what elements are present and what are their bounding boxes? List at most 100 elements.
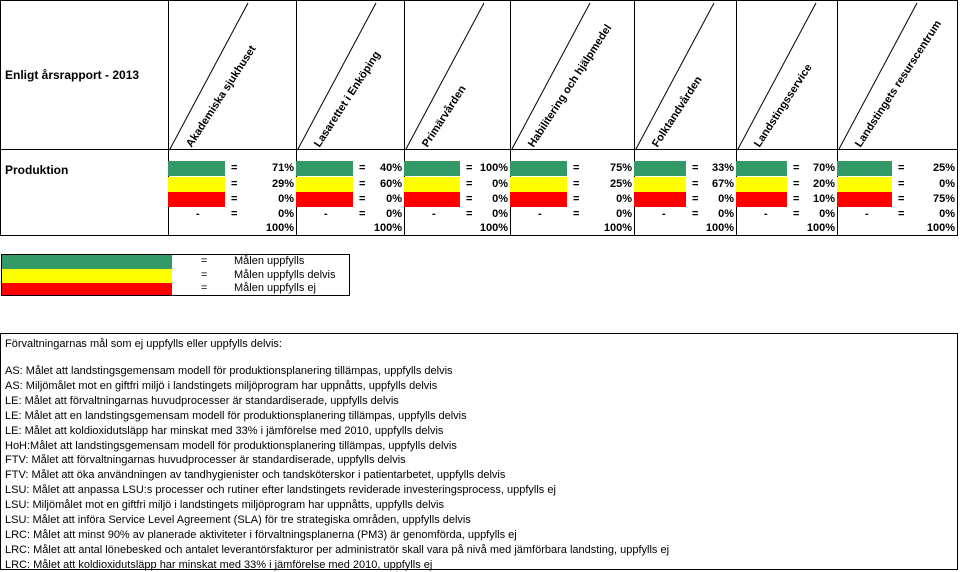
column-divider — [404, 1, 405, 235]
legend-swatch-green — [2, 255, 172, 269]
column-divider — [634, 1, 635, 235]
note-item: FTV: Målet att öka användningen av tandh… — [5, 469, 506, 482]
green-percent: 40% — [379, 162, 402, 174]
status-table: Enligt årsrapport - 2013 Produktion Akad… — [0, 0, 958, 236]
red-swatch — [510, 192, 567, 207]
dash-cell: - — [865, 208, 869, 220]
equals-sign: = — [692, 193, 699, 205]
legend-label-uppfylls: Målen uppfylls — [234, 255, 305, 267]
total-percent: 100% — [479, 222, 508, 234]
legend-label-ej: Målen uppfylls ej — [234, 282, 316, 294]
green-percent: 100% — [479, 162, 508, 174]
none-percent: 0% — [939, 208, 955, 220]
column-divider — [510, 1, 511, 235]
red-percent: 10% — [812, 193, 835, 205]
yellow-percent: 67% — [711, 178, 734, 190]
total-percent: 100% — [265, 222, 294, 234]
dash-cell: - — [764, 208, 768, 220]
equals-sign: = — [793, 178, 800, 190]
red-swatch — [404, 192, 460, 207]
yellow-percent: 20% — [812, 178, 835, 190]
none-percent: 0% — [386, 208, 402, 220]
column-header-diagonal — [297, 2, 377, 149]
header-divider — [1, 149, 957, 150]
none-percent: 0% — [492, 208, 508, 220]
equals-sign: = — [898, 208, 905, 220]
row-label-produktion: Produktion — [5, 163, 69, 177]
yellow-percent: 25% — [609, 178, 632, 190]
column-header-diagonal — [635, 2, 715, 149]
green-swatch — [296, 161, 353, 176]
equals-sign: = — [573, 178, 580, 190]
green-percent: 71% — [271, 162, 294, 174]
equals-sign: = — [898, 193, 905, 205]
red-percent: 0% — [386, 193, 402, 205]
legend-label-delvis: Målen uppfylls delvis — [234, 269, 336, 281]
note-item: HoH:Målet att landstingsgemensam modell … — [5, 439, 457, 452]
note-item: FTV: Målet att förvaltningarnas huvudpro… — [5, 454, 406, 467]
yellow-swatch — [510, 177, 567, 192]
note-item: LRC: Målet att minst 90% av planerade ak… — [5, 528, 517, 541]
report-title: Enligt årsrapport - 2013 — [5, 68, 140, 82]
note-item: AS: Miljömålet mot en giftfri miljö i la… — [5, 379, 438, 392]
legend-swatch-yellow — [2, 269, 172, 283]
yellow-swatch — [168, 177, 225, 192]
note-item: LE: Målet att koldioxidutsläpp har minsk… — [5, 424, 444, 437]
dash-cell: - — [324, 208, 328, 220]
green-percent: 70% — [812, 162, 835, 174]
green-percent: 25% — [932, 162, 955, 174]
red-percent: 0% — [718, 193, 734, 205]
equals-sign: = — [573, 162, 580, 174]
equals-sign: = — [793, 162, 800, 174]
green-swatch — [404, 161, 460, 176]
yellow-percent: 0% — [492, 178, 508, 190]
dash-cell: - — [196, 208, 200, 220]
yellow-swatch — [736, 177, 787, 192]
green-percent: 33% — [711, 162, 734, 174]
yellow-percent: 0% — [939, 178, 955, 190]
note-item: AS: Målet att landstingsgemensam modell … — [5, 365, 453, 377]
equals-sign: = — [359, 208, 366, 220]
equals-sign: = — [692, 208, 699, 220]
equals-sign: = — [466, 193, 473, 205]
total-percent: 100% — [373, 222, 402, 234]
yellow-percent: 60% — [379, 178, 402, 190]
red-percent: 0% — [616, 193, 632, 205]
none-percent: 0% — [718, 208, 734, 220]
total-percent: 100% — [705, 222, 734, 234]
red-swatch — [837, 192, 892, 207]
equals-sign: = — [359, 162, 366, 174]
equals-sign: = — [573, 208, 580, 220]
total-percent: 100% — [806, 222, 835, 234]
dash-cell: - — [662, 208, 666, 220]
yellow-swatch — [296, 177, 353, 192]
yellow-swatch — [634, 177, 686, 192]
notes-heading: Förvaltningarnas mål som ej uppfylls ell… — [5, 338, 282, 350]
note-item: LE: Målet att förvaltningarnas huvudproc… — [5, 394, 399, 407]
red-swatch — [296, 192, 353, 207]
none-percent: 0% — [819, 208, 835, 220]
notes-box: Förvaltningarnas mål som ej uppfylls ell… — [0, 333, 958, 571]
column-divider — [168, 1, 169, 235]
red-percent: 0% — [278, 193, 294, 205]
equals-sign: = — [573, 193, 580, 205]
red-swatch — [168, 192, 225, 207]
note-item: LE: Målet att en landstingsgemensam mode… — [5, 409, 467, 422]
yellow-percent: 29% — [271, 178, 294, 190]
green-swatch — [634, 161, 686, 176]
equals-sign: = — [692, 162, 699, 174]
equals-sign: = — [231, 208, 238, 220]
red-swatch — [736, 192, 787, 207]
red-percent: 75% — [932, 193, 955, 205]
green-swatch — [168, 161, 225, 176]
note-item: LSU: Målet att införa Service Level Agre… — [5, 514, 471, 526]
equals-sign: = — [359, 193, 366, 205]
green-swatch — [837, 161, 892, 176]
column-divider — [296, 1, 297, 235]
column-header-diagonal — [737, 2, 817, 149]
dash-cell: - — [432, 208, 436, 220]
red-percent: 0% — [492, 193, 508, 205]
equals-sign: = — [466, 162, 473, 174]
green-swatch — [510, 161, 567, 176]
note-item: LRC: Målet att antal lönebesked och anta… — [5, 543, 670, 556]
